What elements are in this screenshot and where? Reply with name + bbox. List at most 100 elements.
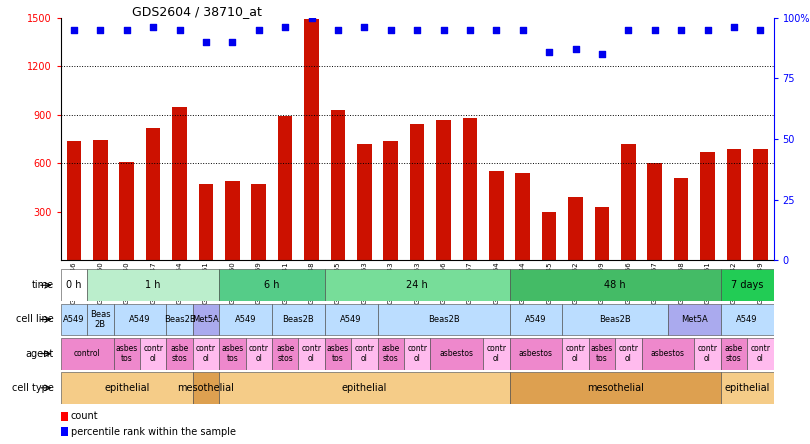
Bar bbox=[515, 173, 530, 260]
Bar bbox=[647, 163, 662, 260]
Point bbox=[437, 26, 450, 33]
Point bbox=[173, 26, 186, 33]
Bar bbox=[93, 140, 108, 260]
Text: asbes
tos: asbes tos bbox=[326, 344, 349, 363]
Bar bbox=[747, 338, 774, 369]
Bar bbox=[489, 171, 504, 260]
Bar bbox=[245, 338, 272, 369]
Text: contr
ol: contr ol bbox=[618, 344, 638, 363]
Bar bbox=[404, 338, 430, 369]
Bar bbox=[173, 107, 187, 260]
Text: 24 h: 24 h bbox=[407, 280, 428, 290]
Point bbox=[331, 26, 344, 33]
Text: A549: A549 bbox=[63, 315, 85, 324]
Text: asbestos: asbestos bbox=[519, 349, 553, 358]
Text: epithelial: epithelial bbox=[104, 383, 149, 393]
Point bbox=[94, 26, 107, 33]
Text: 48 h: 48 h bbox=[604, 280, 626, 290]
Bar bbox=[166, 338, 193, 369]
Text: Beas2B: Beas2B bbox=[164, 315, 195, 324]
Text: contr
ol: contr ol bbox=[196, 344, 216, 363]
Text: mesothelial: mesothelial bbox=[586, 383, 644, 393]
Point bbox=[701, 26, 714, 33]
Text: Beas2B: Beas2B bbox=[428, 315, 459, 324]
Bar bbox=[562, 338, 589, 369]
Bar bbox=[509, 338, 562, 369]
Bar bbox=[66, 141, 81, 260]
Point bbox=[569, 46, 582, 53]
Bar bbox=[437, 119, 451, 260]
Text: agent: agent bbox=[25, 349, 53, 359]
Bar bbox=[251, 184, 266, 260]
Text: 1 h: 1 h bbox=[146, 280, 161, 290]
Bar bbox=[146, 128, 160, 260]
Bar bbox=[193, 338, 220, 369]
Point bbox=[252, 26, 265, 33]
Text: contr
ol: contr ol bbox=[407, 344, 427, 363]
Bar bbox=[61, 412, 68, 421]
Bar bbox=[615, 338, 642, 369]
Bar bbox=[721, 270, 774, 301]
Bar bbox=[220, 372, 509, 404]
Text: cell line: cell line bbox=[16, 314, 53, 325]
Text: percentile rank within the sample: percentile rank within the sample bbox=[71, 427, 236, 437]
Bar bbox=[721, 304, 774, 335]
Text: asbes
tos: asbes tos bbox=[116, 344, 138, 363]
Bar bbox=[410, 124, 424, 260]
Bar bbox=[352, 338, 377, 369]
Bar bbox=[61, 338, 113, 369]
Text: 0 h: 0 h bbox=[66, 280, 82, 290]
Bar bbox=[61, 270, 87, 301]
Text: control: control bbox=[74, 349, 100, 358]
Text: contr
ol: contr ol bbox=[354, 344, 374, 363]
Text: contr
ol: contr ol bbox=[486, 344, 506, 363]
Bar bbox=[483, 338, 509, 369]
Bar bbox=[377, 304, 509, 335]
Text: contr
ol: contr ol bbox=[301, 344, 322, 363]
Bar bbox=[166, 304, 193, 335]
Bar bbox=[193, 372, 220, 404]
Bar bbox=[220, 304, 272, 335]
Bar bbox=[272, 338, 298, 369]
Bar bbox=[509, 304, 562, 335]
Point bbox=[120, 26, 133, 33]
Bar bbox=[562, 304, 668, 335]
Text: asbes
tos: asbes tos bbox=[590, 344, 613, 363]
Bar bbox=[325, 270, 509, 301]
Text: contr
ol: contr ol bbox=[143, 344, 163, 363]
Bar bbox=[589, 338, 615, 369]
Bar bbox=[383, 141, 398, 260]
Bar bbox=[220, 338, 245, 369]
Text: contr
ol: contr ol bbox=[249, 344, 269, 363]
Point bbox=[199, 39, 212, 46]
Bar bbox=[674, 178, 688, 260]
Bar bbox=[694, 338, 721, 369]
Bar bbox=[325, 338, 352, 369]
Bar bbox=[721, 372, 774, 404]
Bar bbox=[357, 144, 372, 260]
Bar bbox=[87, 270, 220, 301]
Point bbox=[279, 24, 292, 31]
Text: Beas
2B: Beas 2B bbox=[90, 310, 111, 329]
Text: count: count bbox=[71, 411, 99, 421]
Bar bbox=[463, 118, 477, 260]
Bar bbox=[330, 110, 345, 260]
Text: Beas2B: Beas2B bbox=[283, 315, 314, 324]
Point bbox=[516, 26, 529, 33]
Bar bbox=[278, 116, 292, 260]
Text: epithelial: epithelial bbox=[342, 383, 387, 393]
Text: asbe
stos: asbe stos bbox=[170, 344, 189, 363]
Text: Met5A: Met5A bbox=[681, 315, 708, 324]
Bar bbox=[87, 304, 113, 335]
Point bbox=[147, 24, 160, 31]
Point bbox=[463, 26, 476, 33]
Bar bbox=[569, 197, 583, 260]
Point bbox=[595, 51, 608, 58]
Point bbox=[727, 24, 740, 31]
Bar bbox=[753, 149, 768, 260]
Text: time: time bbox=[32, 280, 53, 290]
Text: asbestos: asbestos bbox=[651, 349, 685, 358]
Point bbox=[622, 26, 635, 33]
Text: Met5A: Met5A bbox=[193, 315, 220, 324]
Bar bbox=[61, 427, 68, 436]
